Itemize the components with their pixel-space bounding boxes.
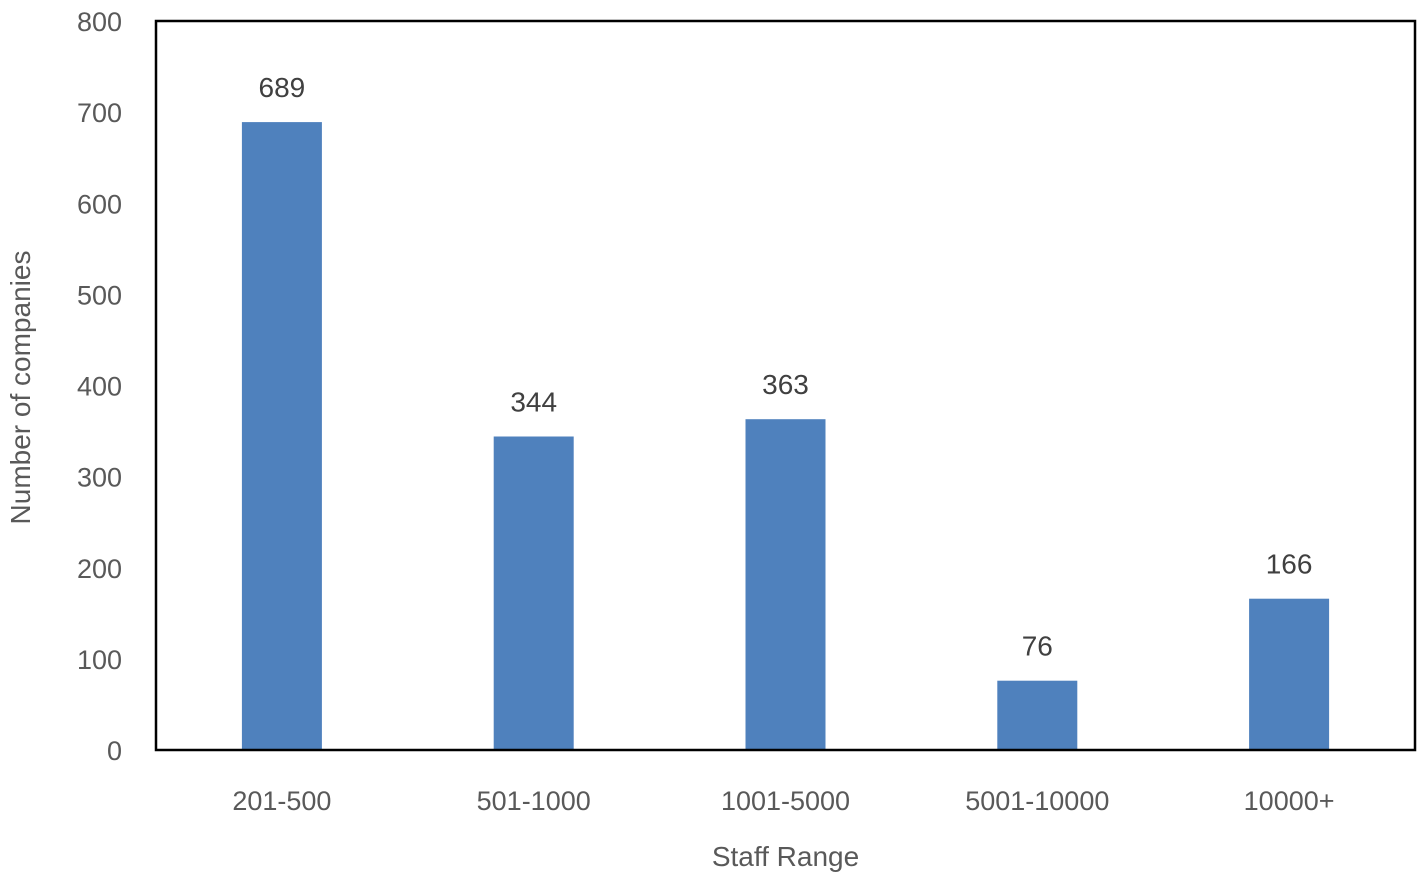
- x-axis-ticks: 201-500 501-1000 1001-5000 5001-10000 10000+: [232, 786, 1334, 816]
- x-axis-title: Staff Range: [712, 841, 859, 872]
- y-tick-label: 400: [77, 372, 122, 402]
- bar-1001-5000: [745, 419, 826, 750]
- y-tick-label: 200: [77, 554, 122, 584]
- plot-area-frame: [154, 19, 1417, 752]
- x-tick-label: 201-500: [232, 786, 331, 816]
- y-tick-label: 300: [77, 463, 122, 493]
- data-label-1001-5000: 363: [762, 369, 809, 400]
- y-tick-label: 600: [77, 189, 122, 219]
- bars-layer: [241, 122, 1330, 751]
- x-tick-label: 10000+: [1244, 786, 1335, 816]
- data-label-201-500: 689: [259, 72, 306, 103]
- x-tick-label: 501-1000: [477, 786, 591, 816]
- bar-10000+: [1249, 598, 1330, 750]
- y-axis-title: Number of companies: [5, 251, 36, 525]
- bar-5001-10000: [997, 680, 1078, 750]
- data-label-501-1000: 344: [510, 387, 557, 418]
- y-tick-label: 800: [77, 7, 122, 37]
- y-tick-label: 500: [77, 280, 122, 310]
- y-axis-ticks: 0 100 200 300 400 500 600 700 800: [77, 7, 122, 766]
- y-tick-label: 0: [107, 736, 122, 766]
- y-tick-label: 100: [77, 645, 122, 675]
- bar-201-500: [241, 122, 322, 751]
- data-label-5001-10000: 76: [1022, 631, 1053, 662]
- bar-501-1000: [493, 436, 574, 750]
- x-tick-label: 1001-5000: [721, 786, 850, 816]
- y-tick-label: 700: [77, 98, 122, 128]
- x-tick-label: 5001-10000: [965, 786, 1109, 816]
- data-labels-layer: 689 344 363 76 166: [259, 72, 1313, 662]
- data-label-10000+: 166: [1266, 549, 1313, 580]
